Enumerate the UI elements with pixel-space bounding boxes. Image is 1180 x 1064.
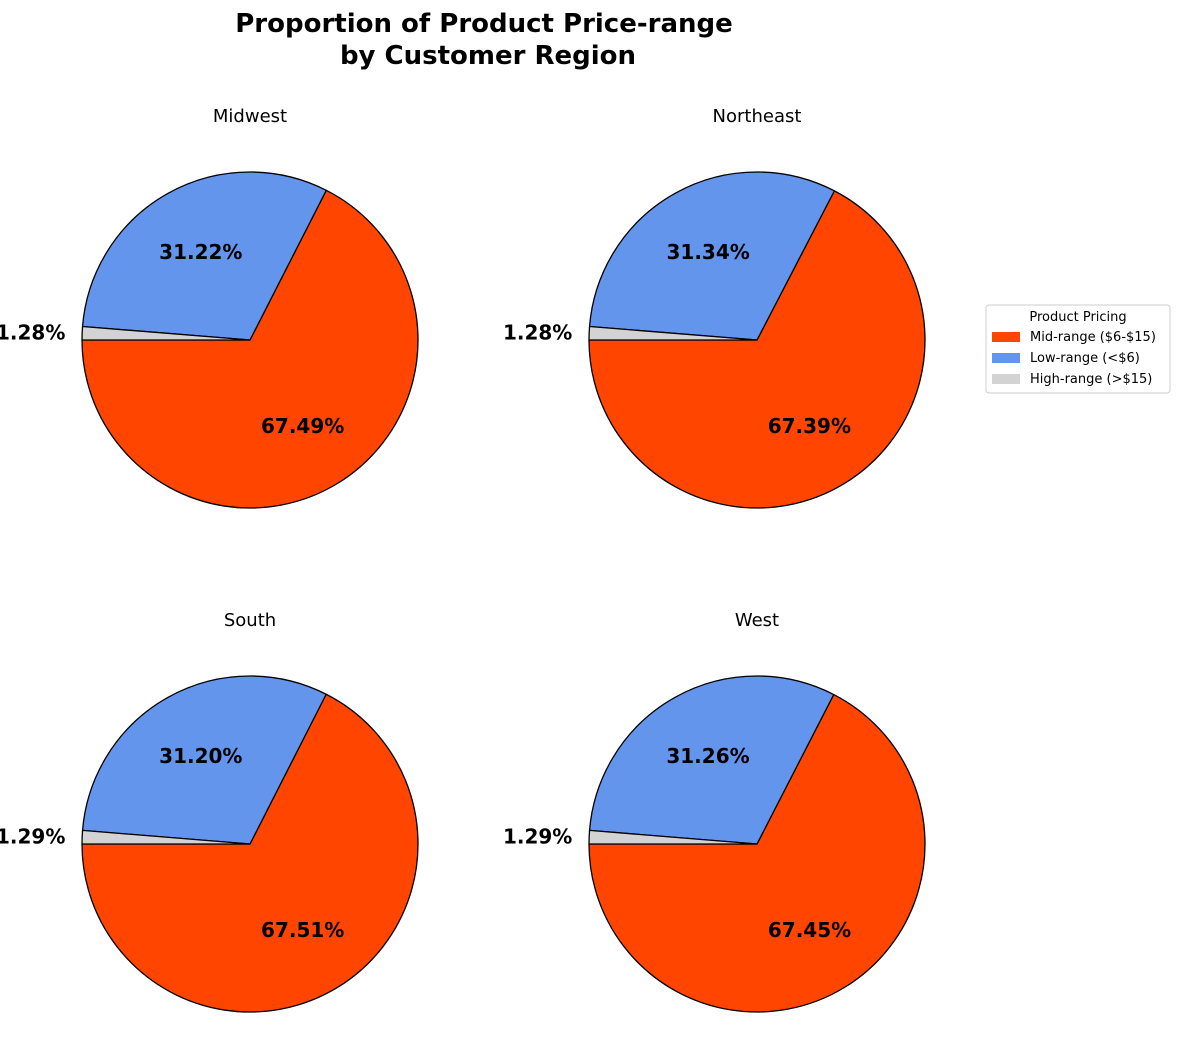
- legend-label-mid-range-6-15: Mid-range ($6-$15): [1030, 330, 1156, 345]
- chart-title-line-2: by Customer Region: [340, 41, 636, 71]
- pie-label-northeast-mid-range-6-15: 67.39%: [768, 414, 851, 438]
- pie-slice-south-mid-range-6-15: [81, 693, 419, 1013]
- pie-title-northeast: Northeast: [713, 106, 802, 127]
- pie-slice-west-low-range-6: [588, 675, 835, 845]
- pie-slice-south-high-range-15: [81, 829, 251, 845]
- pie-label-west-mid-range-6-15: 67.45%: [768, 918, 851, 942]
- pie-slice-northeast-low-range-6: [588, 171, 836, 341]
- legend-swatch-low-range-6: [992, 353, 1020, 363]
- legend-items: Mid-range ($6-$15) Low-range (<$6) High-ra…: [992, 330, 1156, 387]
- legend-swatch-mid-range-6-15: [992, 332, 1020, 342]
- pie-slice-west-mid-range-6-15: [588, 693, 926, 1013]
- pie-slice-midwest-high-range-15: [81, 325, 251, 341]
- pie-label-west-high-range-15: 1.29%: [503, 825, 572, 849]
- pie-grid: Midwest 67.49% 31.22% 1.28% Northeast 67.39% 3…: [0, 106, 926, 1013]
- pie-label-midwest-high-range-15: 1.28%: [0, 321, 65, 345]
- pie-title-west: West: [735, 610, 779, 631]
- pie-slice-south-low-range-6: [81, 675, 327, 845]
- pie-label-northeast-low-range-6: 31.34%: [666, 240, 749, 264]
- legend-swatch-high-range-15: [992, 374, 1020, 384]
- pie-label-south-mid-range-6-15: 67.51%: [261, 918, 344, 942]
- pie-label-south-high-range-15: 1.29%: [0, 825, 65, 849]
- pie-label-south-low-range-6: 31.20%: [159, 744, 242, 768]
- pie-slice-west-high-range-15: [588, 829, 758, 845]
- legend-label-high-range-15: High-range (>$15): [1030, 372, 1152, 387]
- pie-title-south: South: [224, 610, 276, 631]
- legend: Product Pricing Mid-range ($6-$15) Low-ra…: [985, 304, 1171, 394]
- legend-frame: [985, 304, 1171, 394]
- pie-label-midwest-low-range-6: 31.22%: [159, 240, 242, 264]
- pie-label-northeast-high-range-15: 1.28%: [503, 321, 572, 345]
- pie-label-midwest-mid-range-6-15: 67.49%: [261, 414, 344, 438]
- pie-label-west-low-range-6: 31.26%: [666, 744, 749, 768]
- pie-slice-northeast-mid-range-6-15: [588, 190, 926, 509]
- legend-title: Product Pricing: [1029, 310, 1126, 325]
- pie-slice-midwest-low-range-6: [81, 171, 327, 341]
- chart-title-line-1: Proportion of Product Price-range: [235, 9, 733, 39]
- pie-slice-northeast-high-range-15: [588, 325, 758, 341]
- pie-title-midwest: Midwest: [213, 106, 287, 127]
- legend-label-low-range-6: Low-range (<$6): [1030, 351, 1140, 366]
- pie-slice-midwest-mid-range-6-15: [81, 189, 419, 509]
